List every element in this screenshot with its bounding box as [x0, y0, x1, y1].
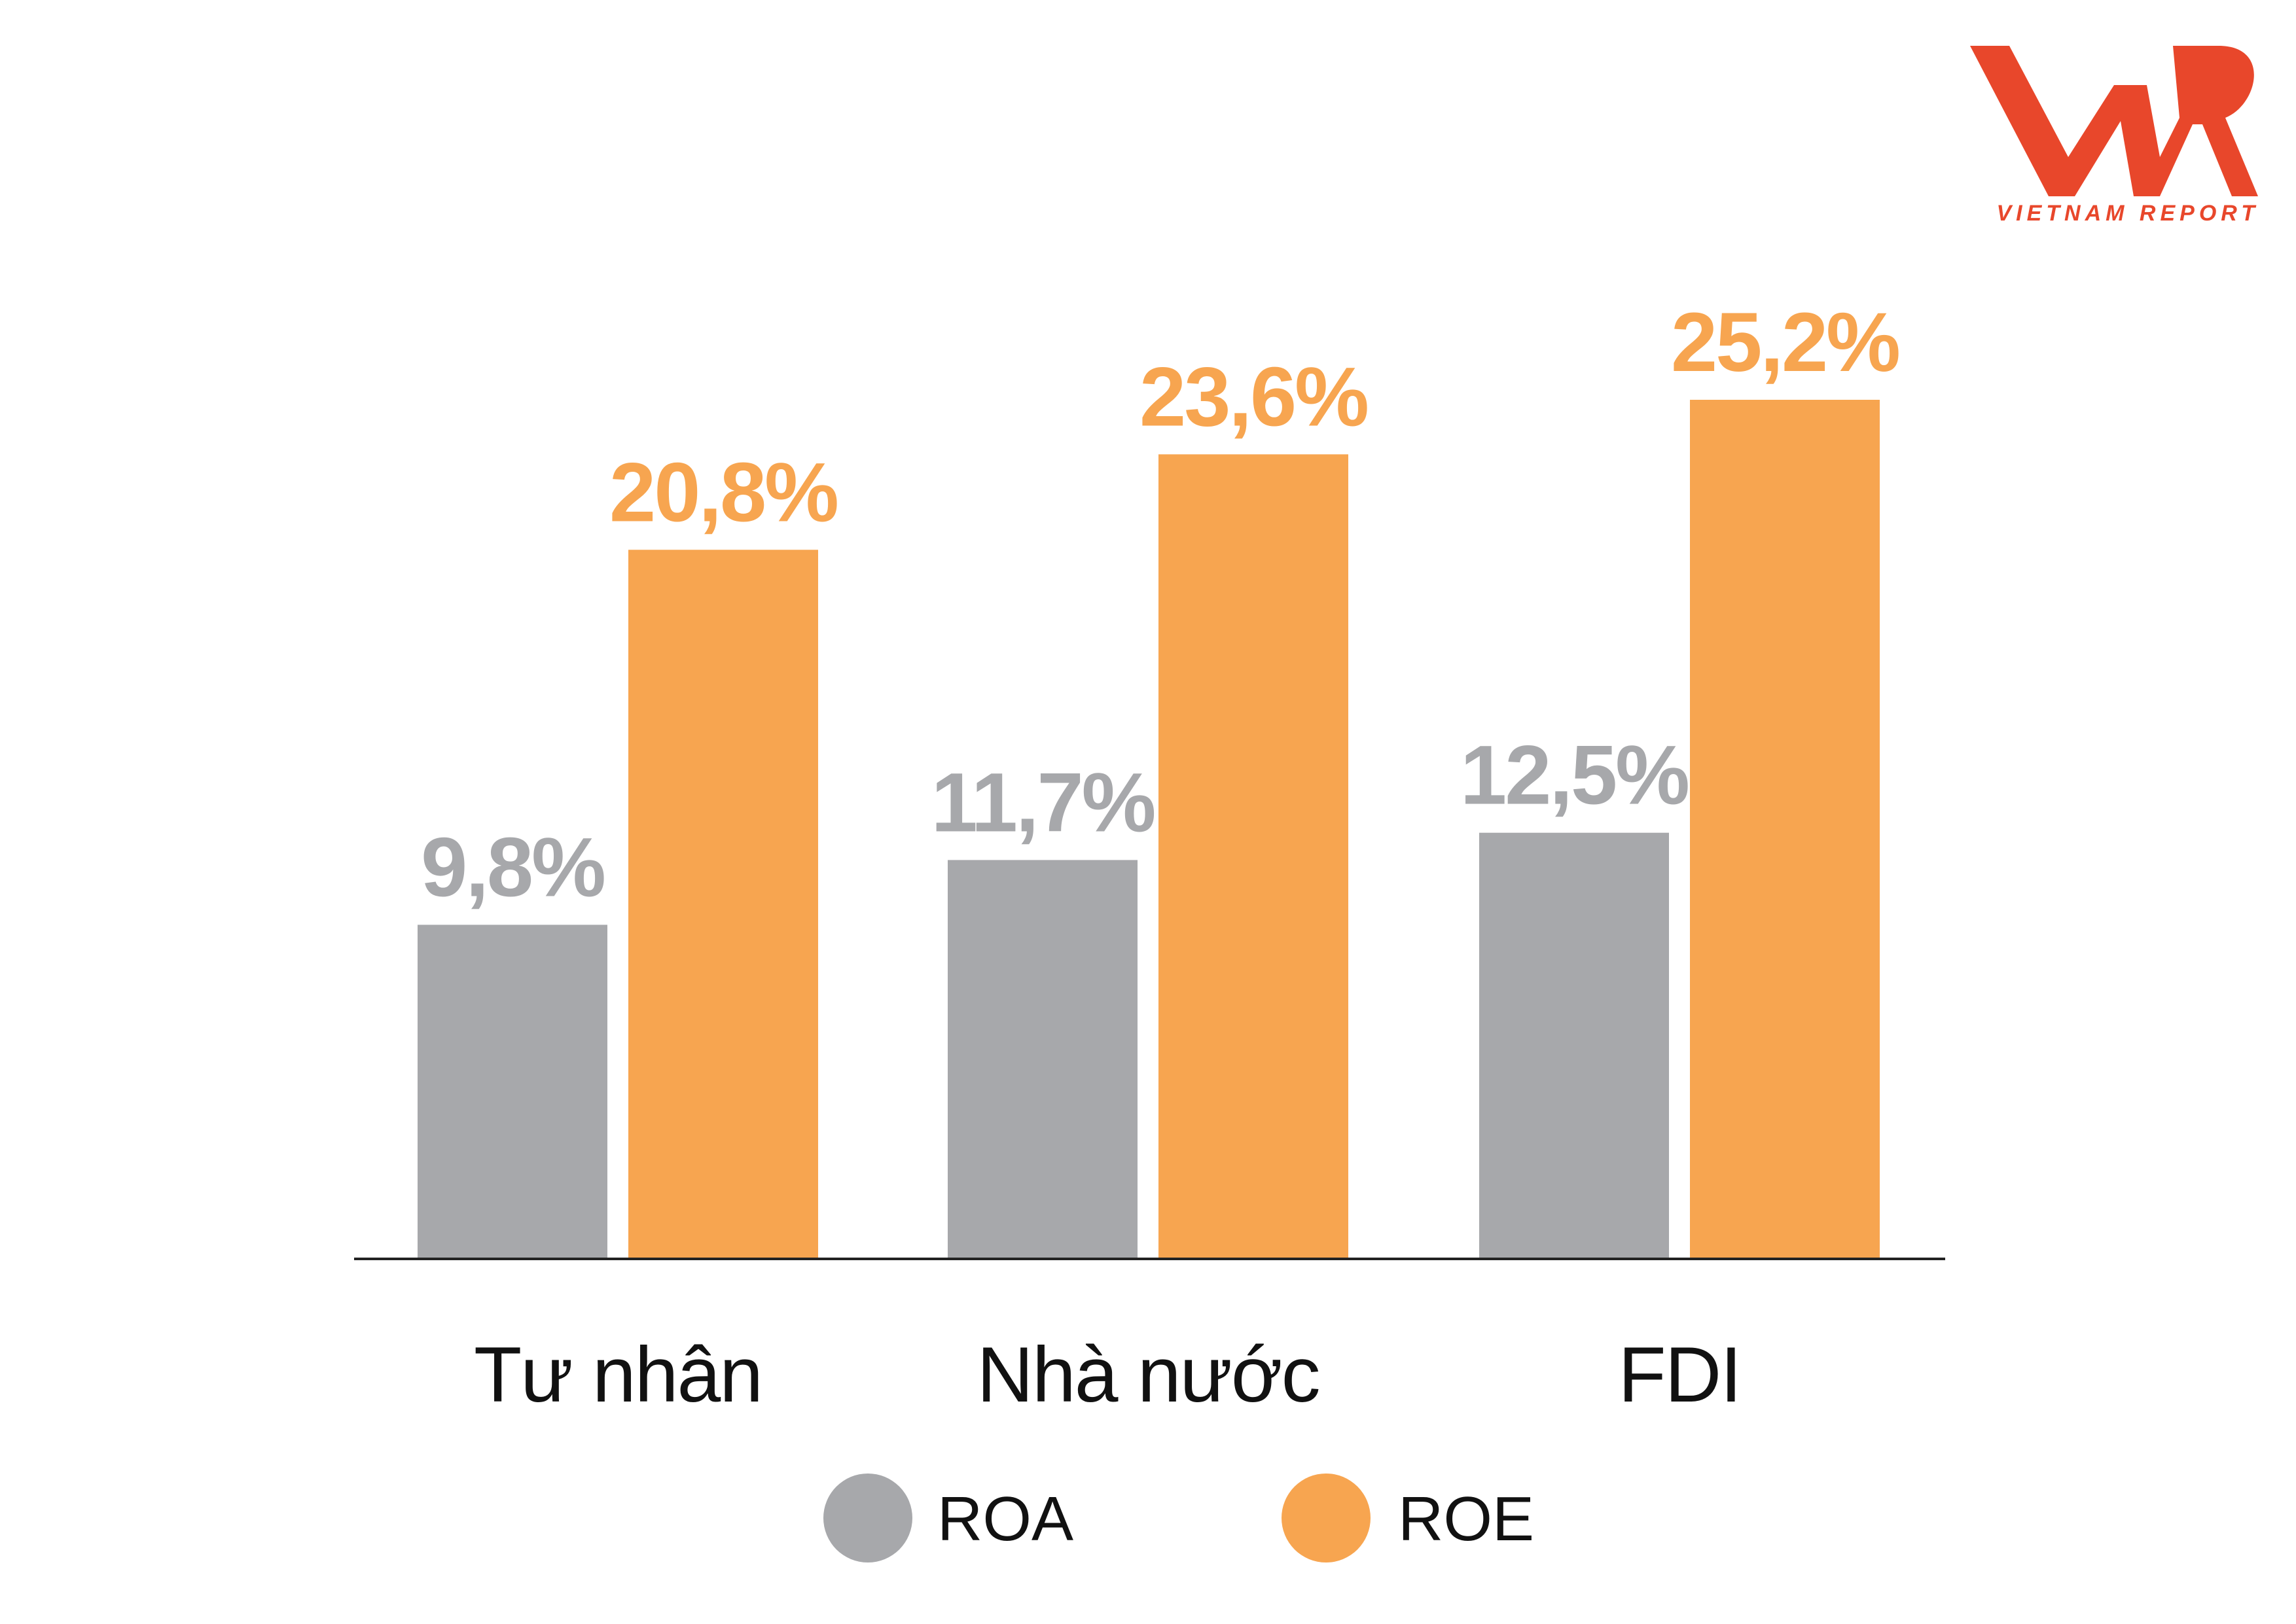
value-label-roe-2: 23,6% [1139, 350, 1367, 444]
value-label-roe-1: 20,8% [609, 446, 837, 539]
logo-caption: VIETNAM REPORT [1996, 201, 2259, 226]
legend-label-roa: ROA [937, 1484, 1073, 1554]
logo-mark [1970, 46, 2258, 196]
legend: ROA ROE [823, 1474, 1534, 1562]
value-label-roe-3: 25,2% [1671, 296, 1899, 389]
bars-layer [418, 400, 1880, 1260]
value-label-roa-1: 9,8% [421, 821, 604, 914]
legend-swatch-roe [1282, 1474, 1371, 1562]
bar-roe-3 [1690, 400, 1880, 1259]
legend-label-roe: ROE [1398, 1484, 1534, 1554]
bar-roe-1 [628, 550, 818, 1260]
value-labels-layer: 9,8% 20,8% 11,7% 23,6% 12,5% 25,2% [421, 296, 1901, 914]
category-label-1: Tư nhân [474, 1331, 762, 1419]
category-labels-layer: Tư nhân Nhà nước FDI [474, 1331, 1742, 1419]
legend-swatch-roa [823, 1474, 912, 1562]
value-label-roa-2: 11,7% [931, 756, 1155, 849]
category-label-3: FDI [1618, 1331, 1740, 1419]
bar-roa-3 [1479, 832, 1669, 1259]
bar-roa-1 [418, 925, 607, 1259]
vietnam-report-logo: VIETNAM REPORT [1970, 46, 2259, 226]
bar-roe-2 [1158, 454, 1348, 1260]
value-label-roa-3: 12,5% [1460, 729, 1688, 822]
bar-roa-2 [948, 860, 1138, 1259]
category-label-2: Nhà nước [977, 1331, 1319, 1419]
